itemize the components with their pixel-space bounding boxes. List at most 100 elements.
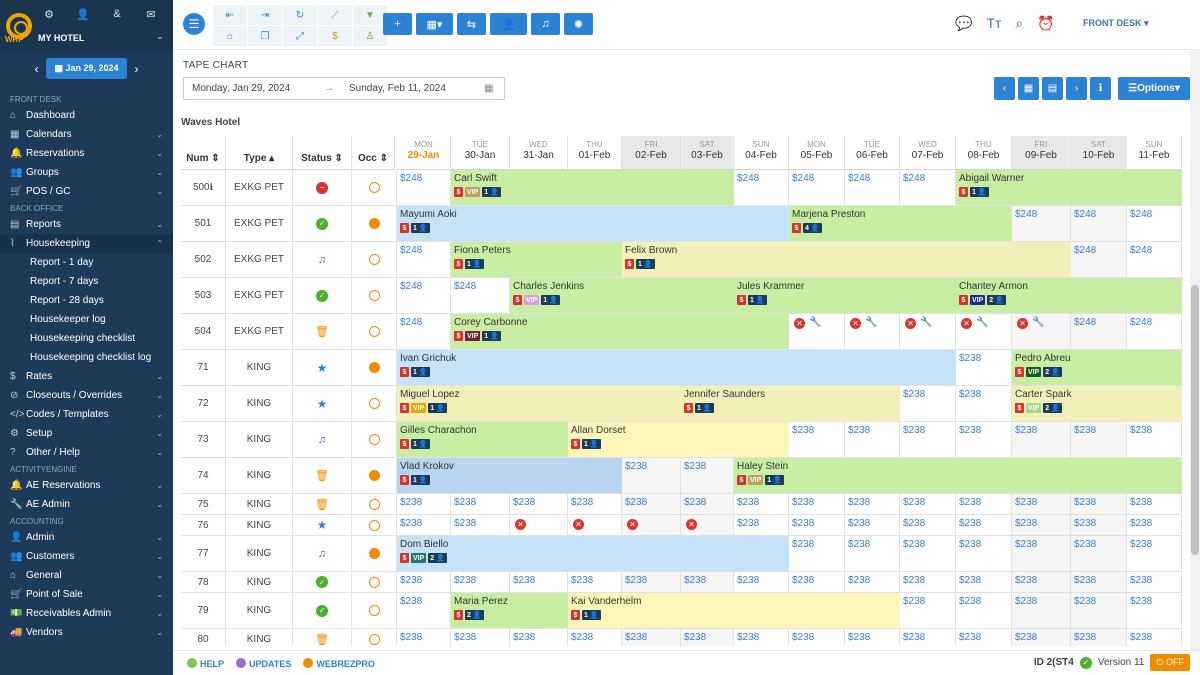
room-number[interactable]: 75 — [181, 494, 226, 514]
day-cell[interactable]: $238 — [900, 593, 956, 628]
scrollbar[interactable] — [1190, 50, 1200, 650]
day-cell[interactable]: $238 — [845, 629, 900, 646]
day-cell[interactable]: $238 — [1127, 422, 1182, 457]
day-header[interactable]: THU 01-Feb — [568, 136, 622, 170]
day-cell[interactable]: $248 — [1071, 206, 1127, 241]
updates-link[interactable]: UPDATES — [236, 658, 291, 669]
rate-price[interactable]: $238 — [400, 632, 423, 643]
rate-price[interactable]: $238 — [684, 575, 707, 586]
rate-price[interactable]: $238 — [792, 425, 815, 436]
rate-price[interactable]: $238 — [848, 632, 871, 643]
rate-price[interactable]: $238 — [1074, 575, 1097, 586]
day-cell[interactable]: $238 — [1127, 629, 1182, 646]
sidebar-item-groups[interactable]: 👥 Groups ⌄ — [0, 163, 173, 182]
rate-price[interactable]: $238 — [400, 596, 423, 607]
room-number[interactable]: 502 — [181, 242, 226, 277]
day-cell[interactable]: $238 — [956, 629, 1012, 646]
day-cell[interactable]: $248 — [1012, 206, 1071, 241]
room-status[interactable]: ♫ — [293, 422, 352, 457]
sidebar-item-rates[interactable]: $ Rates ⌄ — [0, 367, 173, 386]
day-cell[interactable]: $238 — [510, 629, 568, 646]
day-cell[interactable]: $238 — [845, 536, 900, 571]
reservation-block[interactable]: Mayumi Aoki $1 👤 — [397, 206, 789, 241]
rate-price[interactable]: $248 — [1074, 245, 1097, 256]
reservation-block[interactable]: Felix Brown $1 👤 — [622, 242, 1071, 277]
sidebar-item-vendors[interactable]: 🚚 Vendors ⌄ — [0, 623, 173, 642]
rate-price[interactable]: $238 — [625, 575, 648, 586]
chart-icon[interactable]: ⟋ — [318, 5, 352, 25]
day-cell[interactable]: $238 — [1071, 494, 1127, 514]
day-header[interactable]: SAT 10-Feb — [1071, 136, 1127, 170]
day-header[interactable]: TUE 06-Feb — [845, 136, 900, 170]
sidebar-item-customers[interactable]: 👥 Customers ⌄ — [0, 547, 173, 566]
day-cell[interactable]: $238 — [568, 629, 622, 646]
sidebar-item-housekeeping-checklist[interactable]: Housekeeping checklist — [0, 329, 173, 348]
rate-price[interactable]: $238 — [1015, 497, 1038, 508]
menu-toggle-button[interactable]: ☰ — [183, 13, 205, 35]
sidebar-item-point-of-sale[interactable]: 🛒 Point of Sale ⌄ — [0, 585, 173, 604]
room-number[interactable]: 76 — [181, 515, 226, 535]
room-status[interactable]: 🗑 — [293, 458, 352, 493]
ampersand-icon[interactable]: & — [113, 8, 121, 20]
rate-price[interactable]: $238 — [959, 497, 982, 508]
music-button[interactable]: ♫ — [531, 13, 560, 35]
day-cell[interactable]: $238 — [568, 494, 622, 514]
sidebar-item-pos-gc[interactable]: 🛒 POS / GC ⌄ — [0, 182, 173, 201]
rate-price[interactable]: $238 — [1130, 518, 1153, 529]
rate-price[interactable]: $238 — [454, 518, 477, 529]
day-cell[interactable]: $238 — [789, 572, 845, 592]
rate-price[interactable]: $238 — [792, 518, 815, 529]
day-header[interactable]: MON 29-Jan — [397, 136, 451, 170]
rate-price[interactable]: $238 — [1074, 596, 1097, 607]
reservation-block[interactable]: Charles Jenkins $ VIP 1 👤 — [510, 278, 734, 313]
day-cell[interactable]: ✕ — [622, 515, 681, 535]
day-cell[interactable]: $238 — [900, 572, 956, 592]
rate-price[interactable]: $238 — [903, 425, 926, 436]
day-cell[interactable]: ✕ 🔧 — [1012, 314, 1071, 349]
rate-price[interactable]: $238 — [513, 497, 536, 508]
day-cell[interactable]: $238 — [734, 572, 789, 592]
day-cell[interactable]: $248 — [397, 314, 451, 349]
rate-price[interactable]: $238 — [625, 461, 648, 472]
day-cell[interactable]: $238 — [900, 536, 956, 571]
off-toggle[interactable]: ⏻ OFF — [1150, 654, 1190, 671]
calendar-icon[interactable]: ▦ — [484, 83, 494, 94]
day-cell[interactable]: $238 — [1127, 494, 1182, 514]
column-header-type[interactable]: Type ▴ — [226, 136, 293, 170]
room-status[interactable]: ♫ — [293, 242, 352, 277]
rate-price[interactable]: $238 — [959, 575, 982, 586]
search-icon[interactable]: ⌕ — [1015, 15, 1024, 31]
day-cell[interactable]: $238 — [1012, 515, 1071, 535]
room-status[interactable]: ✓ — [293, 206, 352, 241]
day-cell[interactable]: ✕ 🔧 — [845, 314, 900, 349]
rate-price[interactable]: $238 — [848, 575, 871, 586]
room-number[interactable]: 73 — [181, 422, 226, 457]
rate-price[interactable]: $248 — [1130, 245, 1153, 256]
reservation-block[interactable]: Carl Swift $ VIP 1 👤 — [451, 170, 734, 205]
rate-price[interactable]: $238 — [684, 461, 707, 472]
day-cell[interactable]: $248 — [734, 170, 789, 205]
reservation-block[interactable]: Marjena Preston $4 👤 — [789, 206, 1012, 241]
refresh-icon[interactable]: ↻ — [283, 5, 317, 25]
day-cell[interactable]: $238 — [734, 515, 789, 535]
day-header[interactable]: WED 07-Feb — [900, 136, 956, 170]
rate-price[interactable]: $238 — [1074, 632, 1097, 643]
rate-price[interactable]: $238 — [1015, 596, 1038, 607]
rate-price[interactable]: $238 — [454, 575, 477, 586]
sidebar-item-housekeeper-log[interactable]: Housekeeper log — [0, 310, 173, 329]
room-status[interactable]: ✓ — [293, 278, 352, 313]
rate-price[interactable]: $238 — [1015, 575, 1038, 586]
rate-price[interactable]: $248 — [737, 173, 760, 184]
day-header[interactable]: SAT 03-Feb — [681, 136, 734, 170]
rate-price[interactable]: $238 — [1074, 497, 1097, 508]
rate-price[interactable]: $248 — [1074, 209, 1097, 220]
day-cell[interactable]: $238 — [956, 386, 1012, 421]
day-cell[interactable]: $238 — [1071, 515, 1127, 535]
rate-price[interactable]: $238 — [903, 632, 926, 643]
room-number[interactable]: 504 — [181, 314, 226, 349]
day-cell[interactable]: $238 — [956, 494, 1012, 514]
rate-price[interactable]: $238 — [903, 596, 926, 607]
day-cell[interactable]: $238 — [1071, 536, 1127, 571]
day-header[interactable]: SUN 04-Feb — [734, 136, 789, 170]
day-cell[interactable]: $238 — [956, 515, 1012, 535]
